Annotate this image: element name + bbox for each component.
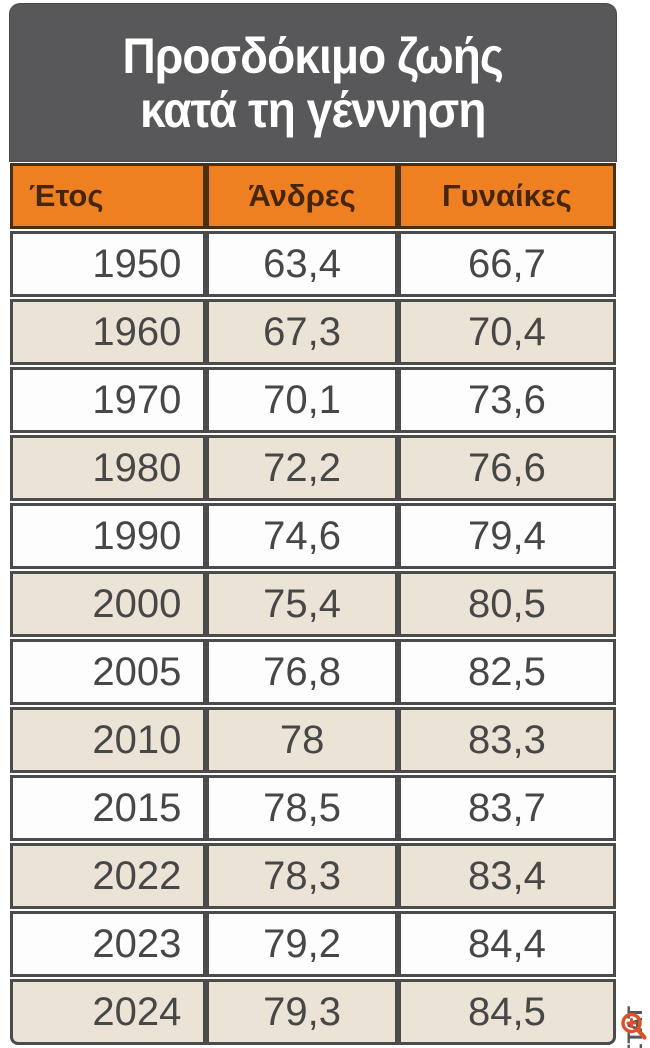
chart-title-line-1: Προσδόκιμο ζωής [122, 27, 504, 84]
cell-men: 78,5 [206, 775, 398, 841]
chart-title-line-2: κατά τη γέννηση [140, 81, 486, 138]
table-row: 1970 70,1 73,6 [10, 367, 616, 433]
cell-men: 70,1 [206, 367, 398, 433]
cell-women: 80,5 [397, 571, 616, 637]
cell-women: 83,3 [397, 707, 616, 773]
cell-women: 66,7 [397, 231, 616, 297]
cell-year: 1950 [10, 231, 207, 297]
table-row: 1980 72,2 76,6 [10, 435, 616, 501]
column-header-women: Γυναίκες [397, 163, 616, 229]
cell-women: 79,4 [397, 503, 616, 569]
cell-women: 82,5 [397, 639, 616, 705]
table-row: 1960 67,3 70,4 [10, 299, 616, 365]
cell-men: 74,6 [206, 503, 398, 569]
table-row: 1950 63,4 66,7 [10, 231, 616, 297]
life-expectancy-table: Έτος Άνδρες Γυναίκες 1950 63,4 66,7 1960… [10, 161, 616, 1047]
table-row: 2024 79,3 84,5 [10, 979, 616, 1045]
table-header-row: Έτος Άνδρες Γυναίκες [10, 163, 616, 229]
cell-men: 67,3 [206, 299, 398, 365]
cell-year: 1970 [10, 367, 207, 433]
column-header-men: Άνδρες [206, 163, 398, 229]
cell-men: 63,4 [206, 231, 398, 297]
cell-women: 76,6 [397, 435, 616, 501]
zoom-image-button[interactable] [618, 1009, 649, 1046]
column-header-year: Έτος [10, 163, 207, 229]
cell-men: 72,2 [206, 435, 398, 501]
cell-women: 73,6 [397, 367, 616, 433]
cell-year: 1960 [10, 299, 207, 365]
magnifier-plus-icon [618, 1012, 649, 1048]
life-expectancy-infographic: Προσδόκιμο ζωής κατά τη γέννηση Έτος Άνδ… [10, 4, 616, 1047]
table-row: 2022 78,3 83,4 [10, 843, 616, 909]
cell-year: 2000 [10, 571, 207, 637]
cell-men: 79,3 [206, 979, 398, 1045]
cell-women: 84,4 [397, 911, 616, 977]
cell-men: 75,4 [206, 571, 398, 637]
cell-women: 84,5 [397, 979, 616, 1045]
table-row: 1990 74,6 79,4 [10, 503, 616, 569]
cell-women: 83,4 [397, 843, 616, 909]
cell-men: 78 [206, 707, 398, 773]
cell-year: 1990 [10, 503, 207, 569]
cell-year: 2015 [10, 775, 207, 841]
cell-year: 1980 [10, 435, 207, 501]
table-row: 2010 78 83,3 [10, 707, 616, 773]
table-row: 2005 76,8 82,5 [10, 639, 616, 705]
table-row: 2015 78,5 83,7 [10, 775, 616, 841]
cell-year: 2024 [10, 979, 207, 1045]
cell-men: 78,3 [206, 843, 398, 909]
cell-men: 76,8 [206, 639, 398, 705]
cell-year: 2023 [10, 911, 207, 977]
cell-year: 2022 [10, 843, 207, 909]
cell-men: 79,2 [206, 911, 398, 977]
cell-year: 2010 [10, 707, 207, 773]
cell-women: 70,4 [397, 299, 616, 365]
table-row: 2000 75,4 80,5 [10, 571, 616, 637]
cell-women: 83,7 [397, 775, 616, 841]
table-row: 2023 79,2 84,4 [10, 911, 616, 977]
chart-title-block: Προσδόκιμο ζωής κατά τη γέννηση [10, 4, 616, 161]
cell-year: 2005 [10, 639, 207, 705]
